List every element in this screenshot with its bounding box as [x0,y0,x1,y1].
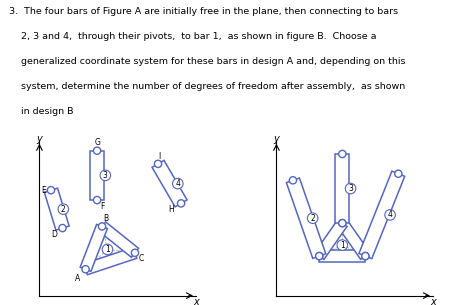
Text: y: y [36,134,42,144]
Circle shape [339,220,346,227]
Circle shape [362,253,369,260]
Polygon shape [319,250,365,262]
Circle shape [339,220,346,227]
Text: x: x [430,297,436,305]
Circle shape [289,177,297,184]
Text: 2, 3 and 4,  through their pivots,  to bar 1,  as shown in figure B.  Choose a: 2, 3 and 4, through their pivots, to bar… [9,32,377,41]
Circle shape [395,170,402,177]
Text: I: I [158,152,161,160]
Text: 1: 1 [340,241,345,249]
Text: 4: 4 [388,210,392,219]
Text: D: D [52,230,57,239]
Text: x: x [193,297,199,305]
Text: C: C [138,254,144,264]
Polygon shape [286,178,326,258]
Circle shape [155,160,162,167]
Text: 4: 4 [175,179,180,188]
Text: 3.  The four bars of Figure A are initially free in the plane, then connecting t: 3. The four bars of Figure A are initial… [9,7,399,16]
Polygon shape [99,222,138,257]
Circle shape [316,253,323,260]
Text: 2: 2 [310,214,315,223]
Polygon shape [315,220,347,259]
Polygon shape [359,171,405,259]
Circle shape [339,150,346,158]
Circle shape [59,224,66,232]
Text: y: y [273,134,279,144]
Text: A: A [75,274,81,283]
Circle shape [47,187,55,194]
Text: F: F [100,202,105,211]
Text: 3: 3 [348,184,353,193]
Circle shape [93,196,100,204]
Text: system, determine the number of degrees of freedom after assembly,  as shown: system, determine the number of degrees … [9,82,406,91]
Text: G: G [94,138,100,147]
Polygon shape [152,160,187,207]
Text: generalized coordinate system for these bars in design A and, depending on this: generalized coordinate system for these … [9,57,406,66]
Polygon shape [337,220,370,259]
Circle shape [316,253,323,260]
Polygon shape [84,247,137,275]
Polygon shape [80,224,108,271]
Text: 3: 3 [103,171,108,180]
Circle shape [131,249,138,257]
Polygon shape [90,151,104,200]
Circle shape [362,253,369,260]
Circle shape [82,266,89,273]
Circle shape [93,147,100,154]
Text: B: B [104,214,109,223]
Polygon shape [45,188,69,230]
Polygon shape [336,154,349,223]
Circle shape [99,223,106,230]
Text: H: H [169,205,174,214]
Text: 2: 2 [61,205,66,213]
Text: 1: 1 [105,245,110,254]
Text: in design B: in design B [9,107,74,116]
Circle shape [177,200,185,207]
Text: E: E [41,186,46,195]
